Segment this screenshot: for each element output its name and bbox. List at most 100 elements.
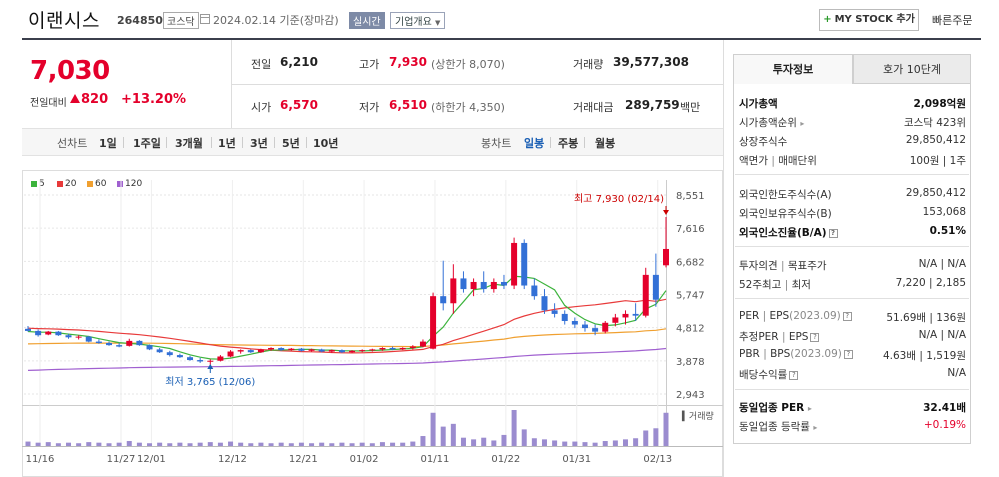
period-3y[interactable]: 3년 [250, 137, 268, 150]
market-cap-rank-text: 시가총액순위 [739, 117, 797, 129]
chart-frame [22, 170, 723, 477]
volume-bar [25, 441, 31, 446]
period-1w[interactable]: 1주일 [133, 137, 161, 150]
candle-body [75, 336, 82, 338]
help-icon[interactable]: ? [843, 349, 853, 359]
amount-value: 289,759 [625, 98, 680, 112]
volume-bar [460, 437, 466, 446]
pbr-text: PBR [739, 348, 760, 360]
high-value: 7,930 [389, 55, 427, 69]
company-info-dropdown[interactable]: 기업개요 ▼ [390, 12, 446, 29]
week52-high-val: 7,220 [895, 277, 926, 289]
tab-orderbook[interactable]: 호가 10단계 [853, 54, 971, 84]
target-text: 목표주가 [787, 260, 827, 272]
price-change: 820 [70, 92, 108, 107]
period-3m[interactable]: 3개월 [175, 137, 203, 150]
price-chart[interactable]: 8,551 7,616 6,682 5,747 4,812 3,878 2,943 11/16… [0, 0, 723, 477]
candle-body [197, 360, 204, 362]
candle-body [511, 242, 518, 286]
foreign-hold-label: 외국인보유주식수(B) [739, 208, 832, 220]
candle-body [470, 281, 477, 290]
est-eps-val: N/A [947, 329, 966, 341]
candle-body [430, 296, 437, 349]
volume-bar [511, 410, 517, 446]
open-value: 6,570 [280, 98, 318, 112]
tab-investment-info[interactable]: 투자정보 [733, 54, 853, 84]
eps-val: 136원 [936, 312, 966, 324]
pbr-period: (2023.09) [790, 348, 842, 360]
ma60-line [27, 328, 667, 348]
prev-value: 6,210 [280, 55, 318, 69]
volume-bar [602, 441, 608, 446]
volume-bar [622, 439, 628, 446]
period-1d[interactable]: 1일 [99, 137, 117, 150]
candle-weekly[interactable]: 주봉 [558, 137, 579, 150]
candle-body [318, 349, 325, 352]
candle-body [460, 278, 467, 290]
volume-bar [288, 443, 294, 446]
candle-body [652, 274, 659, 300]
help-icon[interactable]: ? [789, 370, 799, 380]
divider [211, 137, 212, 148]
volume-bar [298, 442, 304, 446]
est-per-text: 추정PER [739, 331, 779, 343]
divider [232, 84, 723, 85]
week52-high-text: 52주최고 [739, 279, 782, 291]
sector-per-label[interactable]: 동일업종 PER ▸ [739, 400, 812, 415]
stock-code: 264850 [117, 14, 163, 27]
help-icon[interactable]: ? [810, 332, 820, 342]
volume-bar [633, 438, 639, 446]
volume-bar [228, 441, 234, 446]
lower-limit: (하한가 4,350) [431, 101, 505, 114]
bps-text: BPS [770, 348, 791, 360]
par-value-value: 100원 | 1주 [909, 155, 966, 167]
y-tick-label: 2,943 [676, 390, 705, 401]
divider [735, 389, 969, 390]
volume-bar [450, 423, 456, 446]
market-cap-rank-label[interactable]: 시가총액순위 ▸ [739, 115, 804, 130]
candle-body [531, 285, 538, 297]
candle-body [55, 331, 62, 336]
volume-bar [379, 442, 385, 446]
volume-bar [76, 443, 82, 446]
legend-ma20-label: 20 [65, 179, 77, 189]
dividend-label: 배당수익률? [739, 367, 799, 382]
volume-bar [207, 442, 213, 446]
candle-body [379, 347, 386, 350]
y-tick-label: 7,616 [676, 224, 705, 235]
ma60-swatch [87, 180, 93, 187]
candle-daily[interactable]: 일봉 [524, 137, 545, 150]
shares-value: 29,850,412 [905, 134, 966, 146]
candle-body [440, 296, 447, 304]
opinion-text: 투자의견 [739, 260, 778, 272]
opinion-value: N/A | N/A [918, 258, 966, 270]
x-tick-label: 12/21 [289, 454, 318, 465]
volume-bar [106, 443, 112, 446]
period-10y[interactable]: 10년 [313, 137, 339, 150]
period-5y[interactable]: 5년 [282, 137, 300, 150]
help-icon[interactable]: ? [828, 228, 838, 238]
open-label: 시가 [251, 101, 272, 114]
candle-monthly[interactable]: 월봉 [595, 137, 616, 150]
quick-order-link[interactable]: 빠른주문 [932, 14, 973, 27]
period-1y[interactable]: 1년 [218, 137, 236, 150]
sector-change-label[interactable]: 동일업종 등락률 ▸ [739, 419, 817, 434]
candle-body [156, 349, 163, 353]
price-change-percent: +13.20% [121, 92, 187, 107]
volume-bar [562, 441, 568, 446]
add-mystock-button[interactable]: + MY STOCK 추가 [819, 9, 919, 31]
candle-body [349, 350, 356, 353]
volume-bar [552, 440, 558, 446]
x-tick-label: 01/31 [562, 454, 591, 465]
candle-body [541, 296, 548, 311]
candle-body [247, 350, 254, 353]
volume-bar [96, 442, 102, 446]
volume-bar [248, 443, 254, 446]
volume-bar [663, 412, 669, 446]
help-icon[interactable]: ? [842, 311, 852, 321]
plus-icon: + [823, 14, 832, 25]
realtime-badge[interactable]: 실시간 [349, 12, 385, 29]
candle-body [146, 345, 153, 350]
y-tick-label: 3,878 [676, 357, 705, 368]
candle-body [176, 355, 183, 358]
